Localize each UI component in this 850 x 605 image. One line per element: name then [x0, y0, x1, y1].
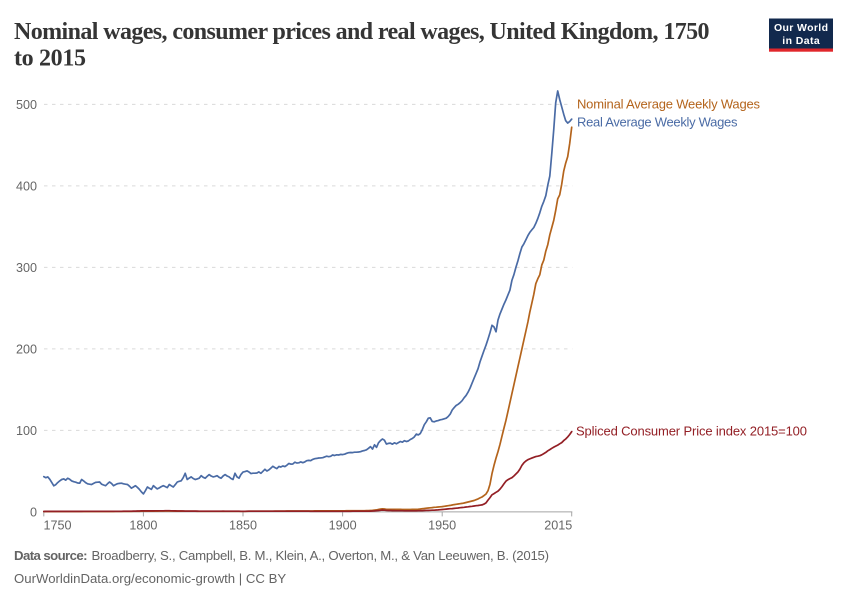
svg-text:Nominal wages, consumer prices: Nominal wages, consumer prices and real … [14, 19, 710, 45]
svg-text:0: 0 [30, 505, 37, 519]
svg-text:500: 500 [16, 98, 37, 112]
svg-text:1900: 1900 [329, 519, 357, 533]
svg-text:2015: 2015 [544, 519, 572, 533]
svg-text:100: 100 [16, 424, 37, 438]
svg-text:in Data: in Data [782, 35, 820, 47]
svg-text:1850: 1850 [229, 519, 257, 533]
svg-text:200: 200 [16, 342, 37, 356]
svg-text:1800: 1800 [129, 519, 157, 533]
svg-text:Our World: Our World [774, 22, 828, 34]
svg-text:1950: 1950 [428, 519, 456, 533]
svg-text:400: 400 [16, 179, 37, 193]
svg-text:Broadberry, S., Campbell, B. M: Broadberry, S., Campbell, B. M., Klein, … [92, 548, 550, 563]
svg-text:300: 300 [16, 261, 37, 275]
svg-text:1750: 1750 [44, 519, 72, 533]
svg-text:Data source:: Data source: [14, 548, 88, 563]
svg-text:Nominal Average Weekly Wages: Nominal Average Weekly Wages [577, 97, 761, 112]
svg-text:Real Average Weekly Wages: Real Average Weekly Wages [577, 115, 738, 130]
svg-text:to 2015: to 2015 [14, 46, 86, 72]
svg-text:OurWorldinData.org/economic-gr: OurWorldinData.org/economic-growth | CC … [14, 571, 286, 586]
svg-text:Spliced Consumer Price index 2: Spliced Consumer Price index 2015=100 [576, 424, 807, 439]
